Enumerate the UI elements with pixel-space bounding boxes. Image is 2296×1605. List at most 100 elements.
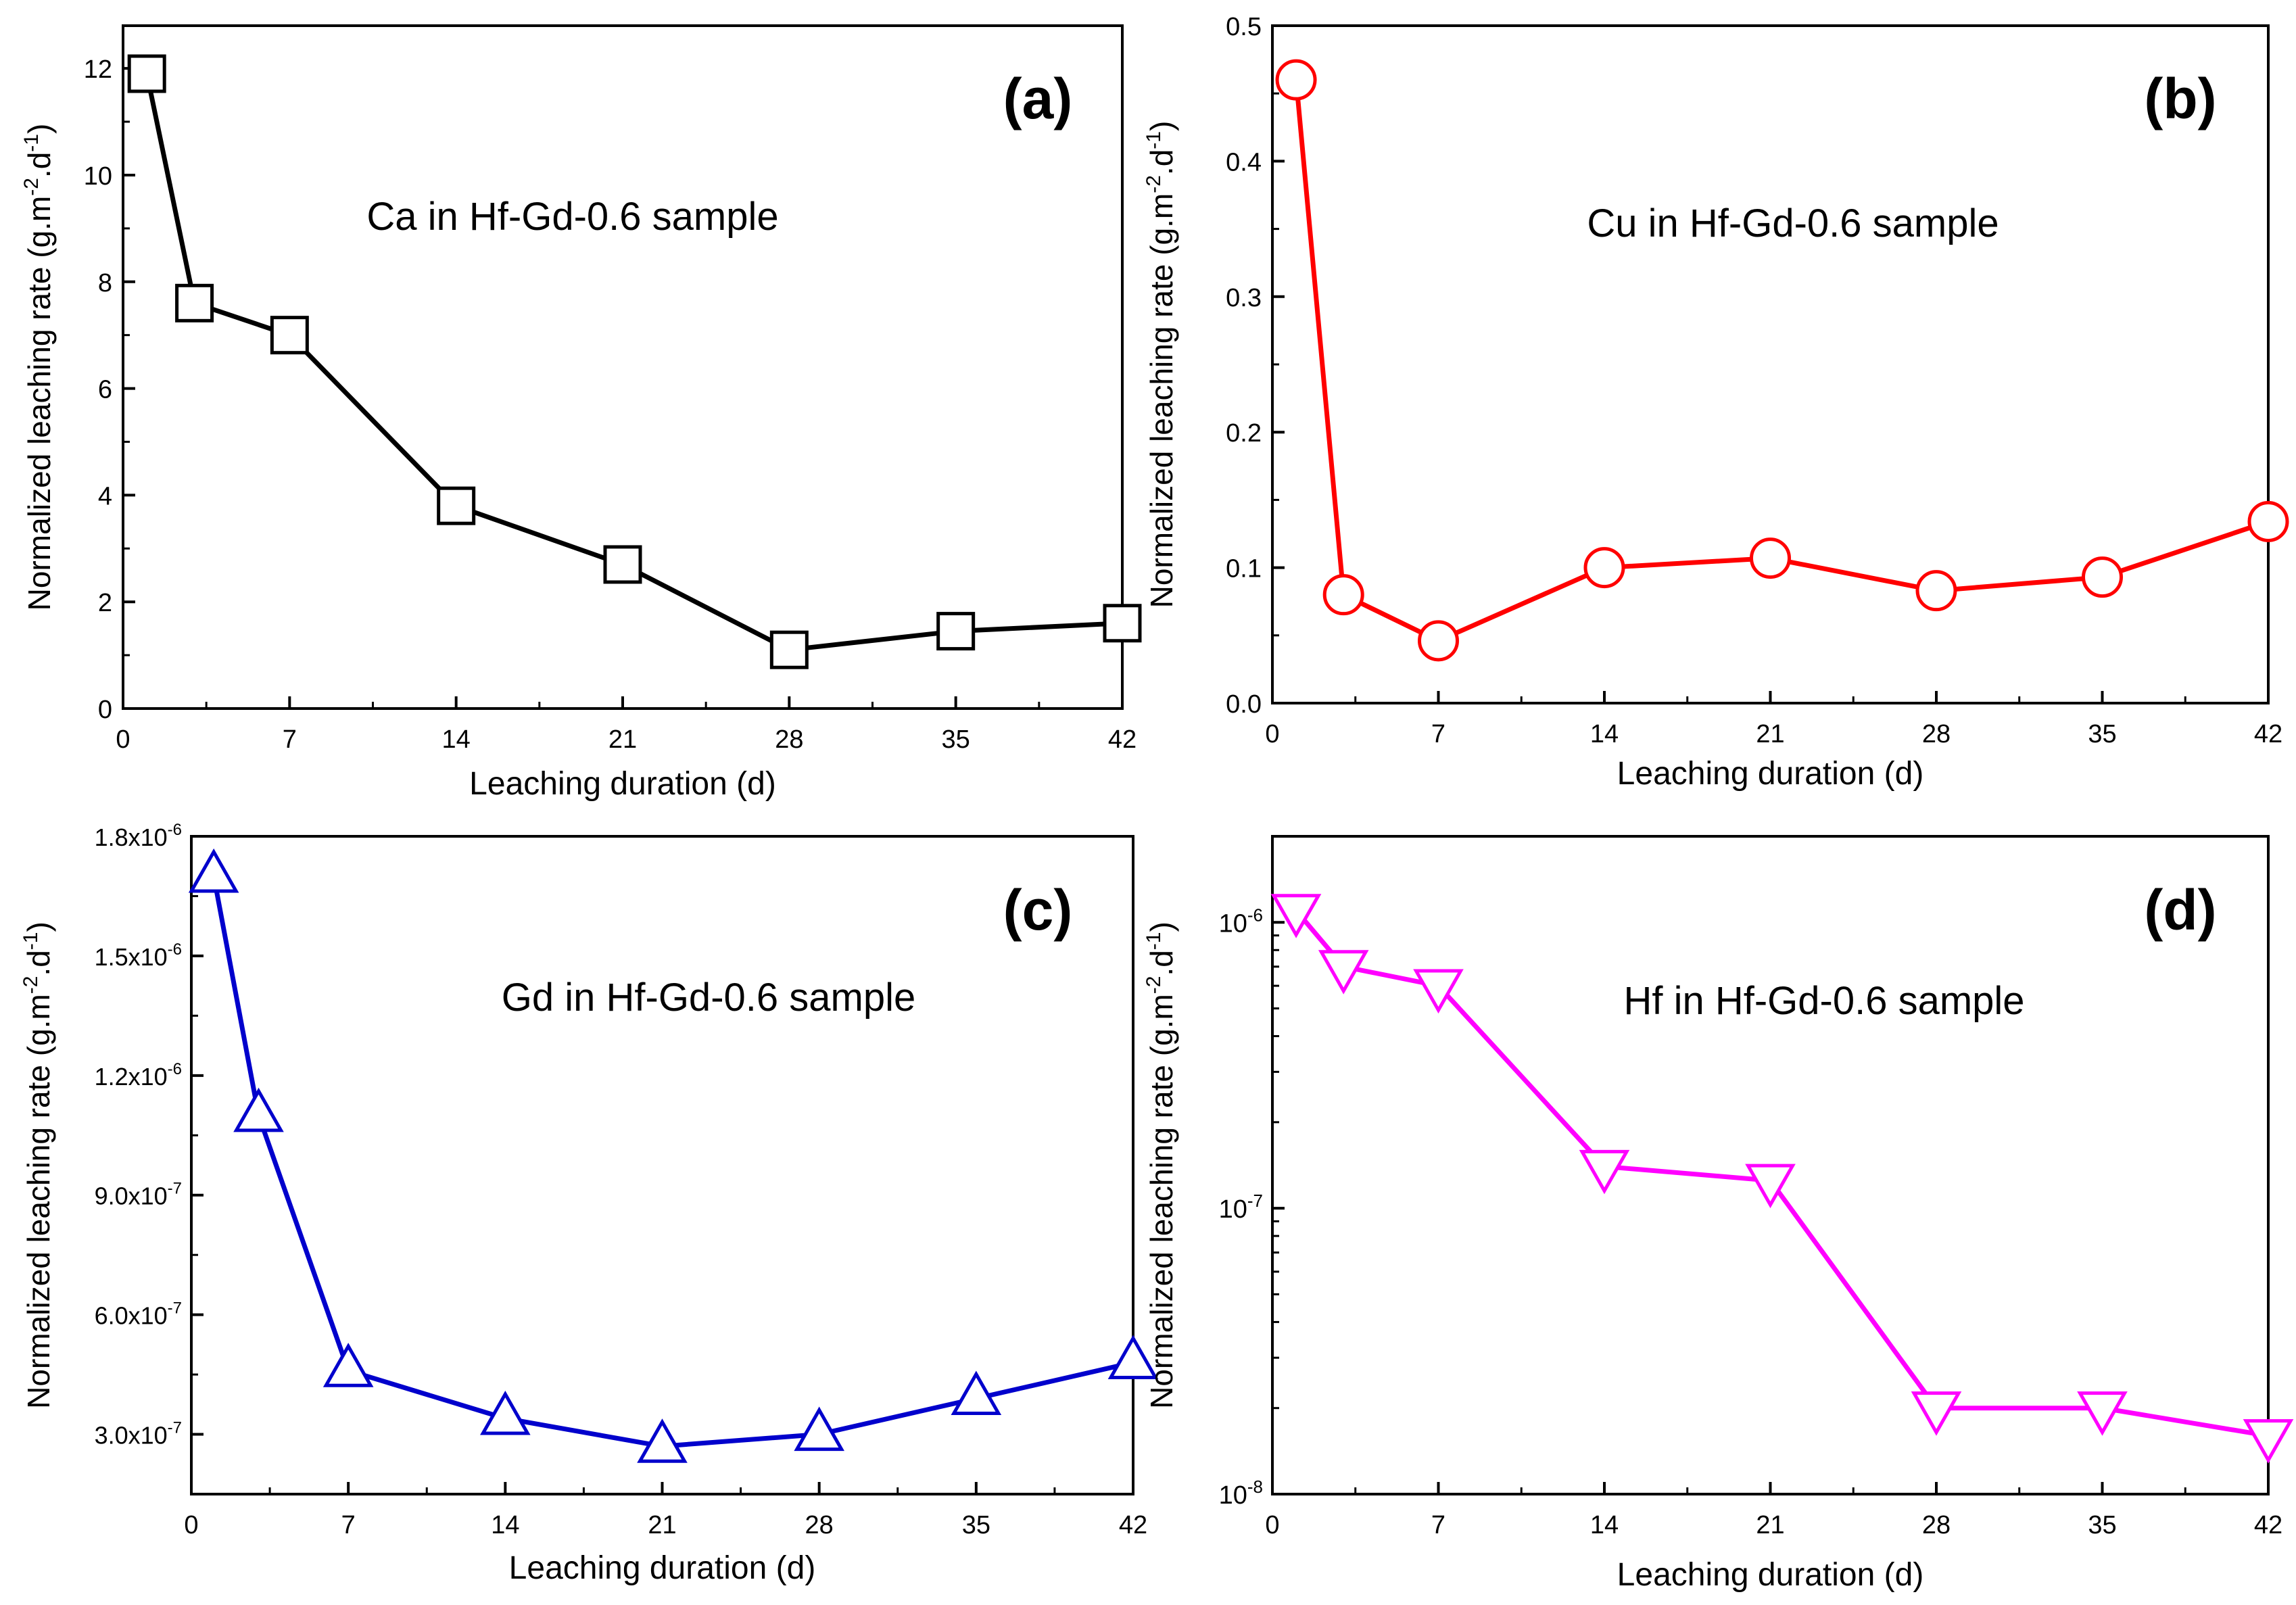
y-tick-label: 9.0x10-7 <box>95 1180 182 1210</box>
y-tick-label: 0.5 <box>1226 13 1262 41</box>
panel-label: (b) <box>2144 67 2216 130</box>
data-point <box>437 486 476 525</box>
y-tick-label: 10-8 <box>1219 1477 1263 1510</box>
data-point <box>1418 620 1459 662</box>
x-tick-label: 7 <box>283 725 297 754</box>
data-point <box>1107 1335 1159 1379</box>
x-tick-label: 35 <box>2088 1511 2116 1539</box>
x-tick-label: 28 <box>805 1511 834 1539</box>
y-tick-label: 4 <box>98 482 112 510</box>
y-tick-label: 0.2 <box>1226 419 1262 448</box>
panel-label: (a) <box>1003 67 1073 130</box>
x-tick-label: 14 <box>491 1511 519 1539</box>
data-point <box>951 1370 1002 1416</box>
data-point <box>1579 1149 1630 1195</box>
x-tick-label: 14 <box>1590 720 1619 748</box>
x-axis-label: Leaching duration (d) <box>1617 756 1924 792</box>
x-axis-label: Leaching duration (d) <box>469 766 776 802</box>
y-tick-label: 1.2x10-6 <box>95 1060 182 1091</box>
chart-panel-b: 0 7 14 21 28 35 42 0.0 0.1 0.2 0.3 0.4 0.5 Leaching d… <box>1143 13 2289 792</box>
x-tick-label: 21 <box>1756 1511 1784 1539</box>
panel-label: (c) <box>1003 878 1073 942</box>
x-tick-label: 21 <box>1756 720 1784 748</box>
data-point <box>188 848 239 893</box>
chart-panel-c: 0 7 14 21 28 35 42 3.0x10-7 6.0x10-7 9.0x10-7 1.2x… <box>20 821 1159 1586</box>
data-point <box>1413 969 1464 1014</box>
data-point <box>2077 1391 2128 1436</box>
x-tick-label: 7 <box>341 1511 356 1539</box>
y-tick-label: 10-7 <box>1219 1191 1263 1224</box>
y-tick-label: 2 <box>98 589 112 617</box>
y-tick-label: 6.0x10-7 <box>95 1299 182 1330</box>
data-point <box>1275 59 1317 101</box>
panel-annotation: Gd in Hf-Gd-0.6 sample <box>502 976 915 1020</box>
chart-panel-a: 0 7 14 21 28 35 42 0 2 4 6 8 10 12 Leaching duration (… <box>20 24 1142 802</box>
x-tick-label: 28 <box>1922 720 1951 748</box>
panel-annotation: Cu in Hf-Gd-0.6 sample <box>1587 201 1999 245</box>
data-point <box>1750 537 1791 579</box>
x-tick-label: 7 <box>1431 1511 1445 1539</box>
plot-frame <box>1271 24 2270 704</box>
y-tick-label: 0 <box>98 696 112 724</box>
data-point <box>480 1390 531 1435</box>
y-tick-label: 6 <box>98 376 112 404</box>
x-tick-label: 42 <box>2254 720 2282 748</box>
y-tick-label: 1.5x10-6 <box>95 940 182 971</box>
plot-frame <box>122 24 1124 710</box>
data-point <box>1915 570 1957 612</box>
data-point <box>1745 1164 1796 1209</box>
data-point <box>1322 574 1364 616</box>
y-tick-label: 12 <box>84 55 112 84</box>
series-line-Hf <box>1294 909 2269 1439</box>
x-tick-label: 0 <box>1265 1511 1279 1539</box>
y-tick-label: 8 <box>98 269 112 297</box>
data-point <box>2247 500 2289 542</box>
data-point <box>270 316 309 355</box>
x-tick-label: 28 <box>775 725 803 754</box>
data-point <box>322 1343 374 1387</box>
series-line-Gd <box>211 876 1134 1449</box>
y-tick-label: 0.0 <box>1226 690 1262 719</box>
data-point <box>603 545 642 584</box>
y-tick-label: 0.1 <box>1226 555 1262 583</box>
y-axis-label: Normalized leaching rate (g.m-2.d-1) <box>1143 121 1179 608</box>
data-point <box>936 612 976 651</box>
x-tick-label: 7 <box>1431 720 1445 748</box>
chart-panel-d: 0 7 14 21 28 35 42 10-8 10-7 10-6 Leaching duratio… <box>1143 835 2294 1593</box>
x-tick-label: 35 <box>942 725 970 754</box>
x-tick-label: 0 <box>116 725 130 754</box>
x-axis-label: Leaching duration (d) <box>1617 1557 1924 1593</box>
y-axis-label: Normalized leaching rate (g.m-2.d-1) <box>20 124 57 611</box>
data-point <box>2082 556 2123 598</box>
data-point <box>637 1418 688 1463</box>
x-tick-label: 35 <box>962 1511 990 1539</box>
x-tick-label: 35 <box>2088 720 2116 748</box>
x-tick-label: 42 <box>1108 725 1137 754</box>
y-axis-label: Normalized leaching rate (g.m-2.d-1) <box>20 921 56 1409</box>
data-point <box>769 630 809 669</box>
panel-annotation: Ca in Hf-Gd-0.6 sample <box>366 195 778 239</box>
y-tick-label: 10 <box>84 162 112 191</box>
x-axis-label: Leaching duration (d) <box>509 1550 816 1586</box>
data-point <box>794 1406 844 1452</box>
x-tick-label: 21 <box>648 1511 676 1539</box>
data-point <box>1583 547 1625 589</box>
y-tick-label: 0.3 <box>1226 284 1262 312</box>
data-point <box>175 283 214 322</box>
x-tick-label: 42 <box>2254 1511 2282 1539</box>
x-tick-label: 42 <box>1119 1511 1147 1539</box>
x-tick-label: 28 <box>1922 1511 1951 1539</box>
x-tick-label: 0 <box>1265 720 1279 748</box>
y-tick-label: 0.4 <box>1226 148 1262 176</box>
data-point <box>127 54 166 93</box>
y-tick-label: 10-6 <box>1219 905 1263 938</box>
data-point <box>1103 604 1142 643</box>
data-point <box>1911 1391 1962 1436</box>
panel-annotation: Hf in Hf-Gd-0.6 sample <box>1623 979 2024 1023</box>
x-tick-label: 14 <box>442 725 471 754</box>
y-tick-label: 3.0x10-7 <box>95 1419 182 1450</box>
panel-label: (d) <box>2144 878 2216 942</box>
data-point <box>233 1087 284 1132</box>
x-tick-label: 0 <box>184 1511 198 1539</box>
